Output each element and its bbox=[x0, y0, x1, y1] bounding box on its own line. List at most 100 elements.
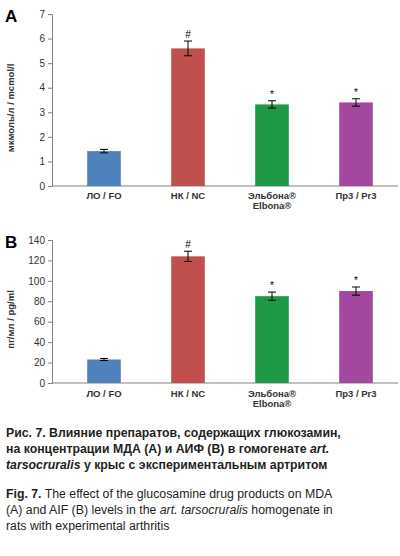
tick-mark bbox=[48, 342, 52, 343]
axis-line bbox=[48, 241, 53, 384]
category-label-line: ЛО / FO bbox=[86, 190, 121, 201]
x-axis: ЛО / FO НК / NC Эльбона®Elbona® Пр3 / Pr3 bbox=[52, 186, 398, 211]
caption-segment: у крыс с экспериментальным артритом bbox=[81, 458, 328, 472]
tick: 40 bbox=[34, 337, 52, 348]
tick: 120 bbox=[28, 255, 52, 266]
caption-segment: homogenate in bbox=[248, 503, 333, 517]
caption-segment: Влияние препаратов, содержащих глюкозами… bbox=[46, 426, 341, 440]
caption-segment: (A) and AIF (B) levels in the bbox=[6, 503, 160, 517]
caption-segment: The effect of the glucosamine drug produ… bbox=[42, 487, 334, 501]
bar bbox=[171, 48, 205, 186]
tick: 4 bbox=[39, 82, 52, 93]
tick-mark bbox=[48, 88, 52, 89]
error-bar-line bbox=[268, 101, 276, 108]
category-label: Пр3 / Pr3 bbox=[335, 190, 376, 201]
marks bbox=[87, 251, 373, 383]
significance-marker: * bbox=[270, 280, 274, 291]
tick-mark bbox=[48, 39, 52, 40]
y-axis-title: пг/мл / pg/ml bbox=[5, 290, 16, 349]
error-bar-line bbox=[184, 41, 192, 56]
bar bbox=[171, 256, 205, 383]
caption-line: Fig. 7. The effect of the glucosamine dr… bbox=[6, 487, 333, 501]
category-label-line: Пр3 / Pr3 bbox=[335, 190, 376, 201]
y-axis: 020406080100120140 bbox=[28, 235, 52, 389]
tick-label: 7 bbox=[39, 9, 45, 20]
error-bar-line bbox=[100, 358, 108, 360]
caption-segment: на концентрации МДА (А) и АИФ (В) в гомо… bbox=[6, 442, 310, 456]
tick-label: 4 bbox=[39, 82, 45, 93]
significance-marker: * bbox=[270, 89, 274, 100]
caption-segment: art. bbox=[310, 442, 329, 456]
tick-mark bbox=[48, 63, 52, 64]
tick: ЛО / FO bbox=[86, 383, 121, 399]
panel: 0 1 2 3 4 5 6 7 ЛО / FO НК / NC Эльбона®Elbona® Пр3… bbox=[5, 7, 398, 211]
tick-mark bbox=[48, 161, 52, 162]
tick: ЛО / FO bbox=[86, 186, 121, 201]
axis-line bbox=[48, 15, 53, 187]
category-label: НК / NC bbox=[171, 388, 205, 399]
tick: 7 bbox=[39, 9, 52, 20]
category-label-line: НК / NC bbox=[171, 388, 205, 399]
tick-mark bbox=[48, 383, 52, 384]
marks bbox=[87, 41, 373, 186]
panel: 020406080100120140ЛО / FOНК / NCЭльбона®… bbox=[5, 233, 398, 409]
significance-marker: # bbox=[185, 29, 191, 40]
tick-label: 0 bbox=[39, 181, 45, 192]
error-bar-line bbox=[100, 149, 108, 152]
tick-label: 6 bbox=[39, 33, 45, 44]
y-axis-title: мкмоль/л / mcmol/l bbox=[5, 64, 16, 153]
tick: 20 bbox=[34, 357, 52, 368]
caption-line: rats with experimental arthritis bbox=[6, 519, 169, 533]
tick-label: 120 bbox=[28, 255, 45, 266]
error-bar bbox=[268, 292, 276, 300]
panel-title: B bbox=[5, 233, 17, 252]
bar bbox=[87, 151, 121, 186]
caption-segment: tarsocruralis bbox=[6, 458, 81, 472]
caption-segment: Fig. 7. bbox=[6, 487, 42, 501]
tick-mark bbox=[48, 281, 52, 282]
tick: НК / NC bbox=[171, 383, 205, 399]
tick: 5 bbox=[39, 58, 52, 69]
tick: Пр3 / Pr3 bbox=[335, 383, 376, 399]
caption-line: (A) and AIF (B) levels in the art. tarso… bbox=[6, 503, 333, 517]
tick: 100 bbox=[28, 276, 52, 287]
category-label: ЛО / FO bbox=[86, 388, 121, 399]
bar bbox=[339, 102, 373, 186]
tick: 80 bbox=[34, 296, 52, 307]
tick: Пр3 / Pr3 bbox=[335, 186, 376, 201]
category-label: НК / NC bbox=[171, 190, 205, 201]
bar bbox=[255, 104, 289, 186]
caption-segment: art. tarsocruralis bbox=[160, 503, 248, 517]
tick: 140 bbox=[28, 235, 52, 246]
figure: 0 1 2 3 4 5 6 7 ЛО / FO НК / NC Эльбона®Elbona® Пр3… bbox=[0, 0, 400, 556]
tick-mark bbox=[48, 322, 52, 323]
category-label: Пр3 / Pr3 bbox=[335, 388, 376, 399]
tick-label: 3 bbox=[39, 107, 45, 118]
error-bar bbox=[352, 99, 360, 106]
error-bar bbox=[184, 251, 192, 261]
tick-mark bbox=[48, 186, 52, 187]
error-bar-line bbox=[184, 251, 192, 261]
caption-segment: Рис. 7. bbox=[6, 426, 46, 440]
category-label-line: Пр3 / Pr3 bbox=[335, 388, 376, 399]
tick: 3 bbox=[39, 107, 52, 118]
tick: 1 bbox=[39, 156, 52, 167]
significance-marker: # bbox=[185, 239, 191, 250]
caption-segment: rats with experimental arthritis bbox=[6, 519, 169, 533]
tick: Эльбона®Elbona® bbox=[248, 186, 296, 211]
y-axis: 0 1 2 3 4 5 6 7 bbox=[39, 9, 52, 192]
category-label: Эльбона®Elbona® bbox=[248, 388, 296, 409]
bar bbox=[255, 296, 289, 383]
error-bar bbox=[100, 358, 108, 360]
tick-label: 20 bbox=[34, 357, 46, 368]
caption-line: на концентрации МДА (А) и АИФ (В) в гомо… bbox=[6, 442, 329, 456]
tick-label: 5 bbox=[39, 58, 45, 69]
caption-line: Рис. 7. Влияние препаратов, содержащих г… bbox=[6, 426, 341, 440]
x-axis: ЛО / FO НК / NC Эльбона®Elbona® Пр3 / Pr3 bbox=[52, 383, 398, 409]
tick: 0 bbox=[39, 181, 52, 192]
tick: 60 bbox=[34, 316, 52, 327]
category-label-line: Elbona® bbox=[253, 200, 292, 211]
tick-label: 2 bbox=[39, 132, 45, 143]
category-label-line: НК / NC bbox=[171, 190, 205, 201]
category-label-line: Elbona® bbox=[253, 398, 292, 409]
